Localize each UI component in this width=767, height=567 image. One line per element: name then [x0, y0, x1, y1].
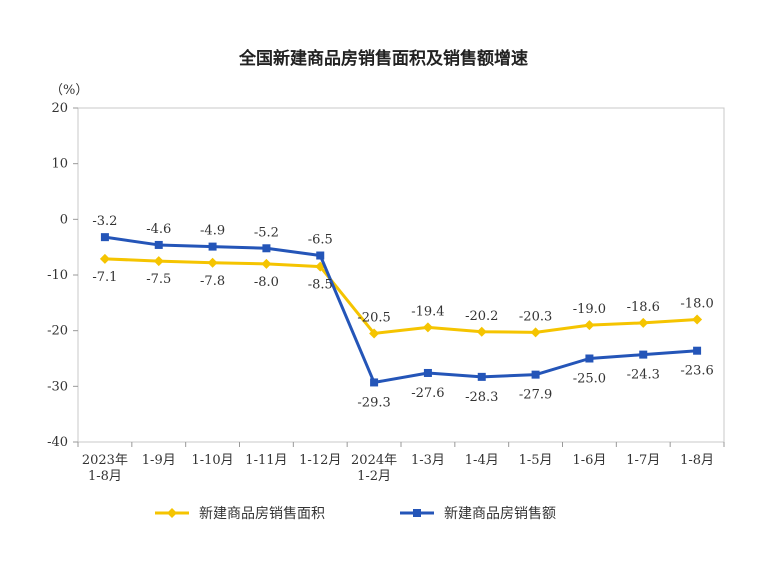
x-tick-label: 1-9月 [142, 453, 176, 468]
series-line-amount [104, 235, 698, 384]
data-label-amount: -5.2 [254, 225, 279, 240]
data-label-area: -18.6 [627, 300, 660, 315]
x-tick-label: 1-10月 [191, 453, 233, 468]
data-label-amount: -27.6 [411, 386, 444, 401]
data-label-amount: -27.9 [519, 388, 552, 403]
y-axis-unit-label: （%） [50, 83, 88, 98]
y-tick-label: 0 [60, 212, 68, 227]
data-point-amount [585, 354, 594, 363]
data-label-amount: -6.5 [308, 233, 333, 248]
x-tick-label: 1-4月 [465, 453, 499, 468]
data-point-amount [477, 372, 486, 381]
x-tick-label: 1-8月 [88, 469, 122, 484]
legend-marker-diamond [167, 508, 177, 518]
chart-title: 全国新建商品房销售面积及销售额增速 [239, 49, 528, 69]
data-label-area: -7.1 [92, 270, 117, 285]
data-label-amount: -24.3 [627, 368, 660, 383]
data-point-area [207, 257, 218, 268]
data-label-amount: -3.2 [92, 214, 117, 229]
y-tick-label: 20 [51, 101, 68, 116]
data-point-area [153, 256, 164, 267]
y-tick-label: -30 [47, 379, 68, 394]
x-tick-label: 1-12月 [299, 453, 341, 468]
data-label-area: -8.5 [308, 278, 333, 293]
data-point-amount [531, 370, 540, 379]
data-label-amount: -29.3 [357, 395, 390, 410]
data-point-amount [100, 233, 109, 242]
legend-label-amount: 新建商品房销售额 [444, 506, 556, 522]
data-label-amount: -25.0 [573, 372, 606, 387]
data-point-area [584, 320, 595, 331]
data-point-amount [693, 346, 702, 355]
data-label-area: -7.5 [146, 272, 171, 287]
data-label-area: -8.0 [254, 275, 279, 290]
legend-label-area: 新建商品房销售面积 [199, 506, 325, 522]
data-point-amount [154, 240, 163, 249]
data-point-area [476, 326, 487, 337]
x-tick-label: 1-6月 [572, 453, 606, 468]
data-point-amount [316, 251, 325, 260]
y-tick-label: -40 [47, 435, 68, 450]
data-label-area: -18.0 [680, 297, 713, 312]
x-tick-label: 1-2月 [357, 469, 391, 484]
data-label-area: -7.8 [200, 274, 225, 289]
data-label-amount: -28.3 [465, 390, 498, 405]
data-point-area [530, 327, 541, 338]
data-label-area: -19.4 [411, 304, 444, 319]
data-label-area: -19.0 [573, 302, 606, 317]
x-tick-label: 1-11月 [245, 453, 287, 468]
data-label-area: -20.3 [519, 309, 552, 324]
data-point-area [369, 328, 380, 339]
data-point-amount [423, 368, 432, 377]
data-point-area [261, 258, 272, 269]
plot-frame [77, 107, 725, 443]
series-line-area [104, 257, 698, 335]
data-point-amount [208, 242, 217, 251]
data-label-amount: -4.6 [146, 222, 171, 237]
y-tick-label: -20 [47, 324, 68, 339]
data-point-area [99, 253, 110, 264]
data-point-area [422, 322, 433, 333]
data-point-amount [370, 378, 379, 387]
data-label-area: -20.5 [357, 310, 390, 325]
legend-marker-square [413, 509, 421, 517]
x-tick-label: 1-8月 [680, 453, 714, 468]
data-point-area [692, 314, 703, 325]
x-tick-label: 1-5月 [519, 453, 553, 468]
x-tick-label: 1-3月 [411, 453, 445, 468]
y-tick-label: 10 [51, 157, 68, 172]
data-label-amount: -23.6 [680, 364, 713, 379]
x-tick-label: 1-7月 [626, 453, 660, 468]
x-tick-label: 2024年 [351, 453, 397, 468]
data-label-area: -20.2 [465, 309, 498, 324]
data-point-area [638, 317, 649, 328]
data-label-amount: -4.9 [200, 224, 225, 239]
data-point-amount [262, 244, 271, 253]
y-tick-label: -10 [47, 268, 68, 283]
data-point-amount [639, 350, 648, 359]
x-tick-label: 2023年 [82, 453, 128, 468]
